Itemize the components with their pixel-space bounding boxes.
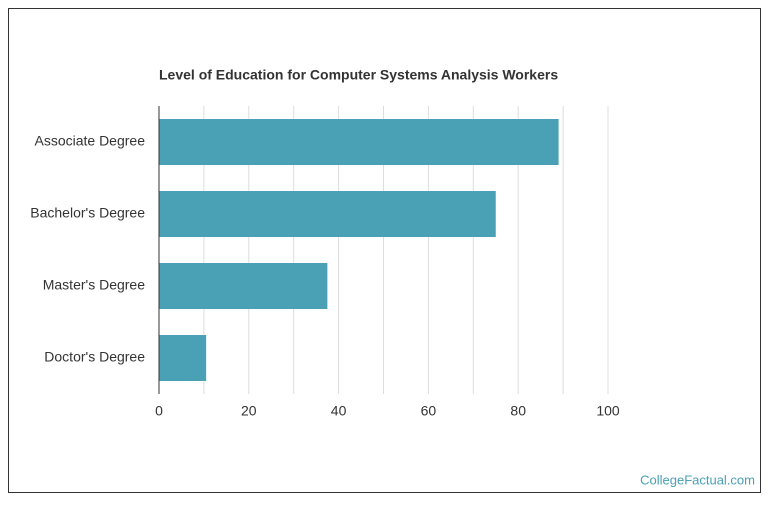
watermark: CollegeFactual.com	[640, 472, 755, 487]
x-tick-label: 100	[596, 403, 620, 419]
bar	[159, 119, 559, 165]
y-tick-label: Master's Degree	[43, 277, 145, 293]
frame	[8, 8, 761, 493]
chart-title: Level of Education for Computer Systems …	[159, 67, 558, 83]
y-tick-label: Bachelor's Degree	[30, 205, 145, 221]
bar	[159, 335, 207, 381]
x-tick-label: 20	[241, 403, 257, 419]
x-tick-label: 40	[331, 403, 347, 419]
x-tick-label: 60	[421, 403, 437, 419]
y-tick-label: Doctor's Degree	[44, 349, 145, 365]
bar	[159, 263, 328, 309]
y-tick-label: Associate Degree	[34, 133, 145, 149]
x-tick-label: 80	[510, 403, 526, 419]
x-tick-label: 0	[155, 403, 163, 419]
bar	[159, 191, 496, 237]
